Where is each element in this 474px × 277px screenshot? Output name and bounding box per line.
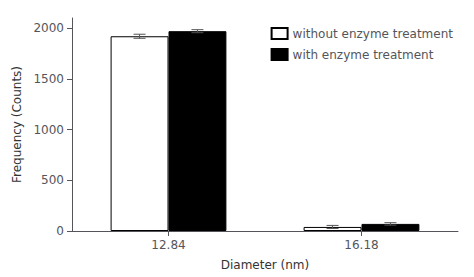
svg-text:Frequency (Counts): Frequency (Counts) [10, 66, 24, 183]
svg-text:without enzyme treatment: without enzyme treatment [293, 27, 454, 41]
svg-text:12.84: 12.84 [151, 238, 185, 252]
svg-text:2000: 2000 [33, 21, 64, 35]
svg-text:with enzyme treatment: with enzyme treatment [293, 48, 434, 62]
svg-text:16.18: 16.18 [344, 238, 378, 252]
svg-text:500: 500 [41, 173, 64, 187]
svg-text:1500: 1500 [33, 72, 64, 86]
svg-text:Diameter (nm): Diameter (nm) [221, 258, 310, 272]
svg-text:1000: 1000 [33, 123, 64, 137]
svg-text:0: 0 [56, 224, 64, 238]
